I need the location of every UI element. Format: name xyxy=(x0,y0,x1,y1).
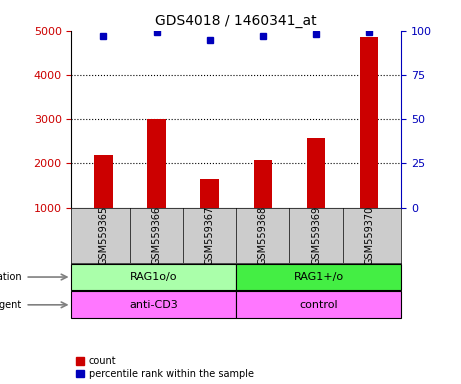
Bar xyxy=(254,160,272,208)
Text: RAG1o/o: RAG1o/o xyxy=(130,272,177,282)
Text: agent: agent xyxy=(0,300,22,310)
Legend: count, percentile rank within the sample: count, percentile rank within the sample xyxy=(77,356,254,379)
Text: control: control xyxy=(299,300,338,310)
Bar xyxy=(201,179,219,208)
Bar xyxy=(147,119,166,208)
Bar xyxy=(71,291,236,318)
Text: anti-CD3: anti-CD3 xyxy=(130,300,178,310)
Bar xyxy=(71,264,236,290)
Bar xyxy=(236,264,401,290)
Text: GSM559367: GSM559367 xyxy=(205,206,215,265)
Bar xyxy=(236,291,401,318)
Text: GSM559370: GSM559370 xyxy=(364,206,374,265)
Title: GDS4018 / 1460341_at: GDS4018 / 1460341_at xyxy=(155,14,317,28)
Bar xyxy=(360,37,378,208)
Text: GSM559369: GSM559369 xyxy=(311,206,321,265)
Text: GSM559368: GSM559368 xyxy=(258,206,268,265)
Bar xyxy=(307,138,325,208)
Bar xyxy=(94,154,112,208)
Text: genotype/variation: genotype/variation xyxy=(0,272,22,282)
Text: GSM559365: GSM559365 xyxy=(98,206,108,265)
Text: RAG1+/o: RAG1+/o xyxy=(294,272,344,282)
Text: GSM559366: GSM559366 xyxy=(152,206,161,265)
